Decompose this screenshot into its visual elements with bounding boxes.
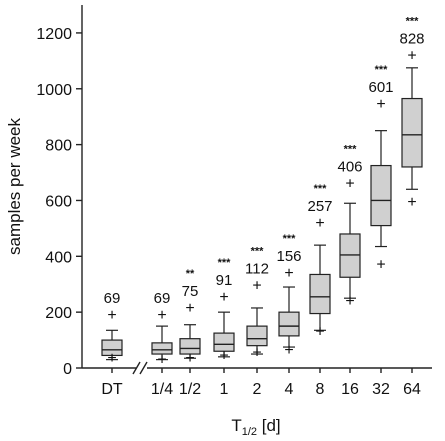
outlier-marker-low: + [345, 293, 354, 310]
outlier-marker-low: + [252, 345, 261, 362]
box-1/4: 1/4 +69 [151, 290, 173, 398]
y-tick-label: 0 [63, 361, 72, 378]
y-tick-label: 800 [45, 138, 72, 155]
outlier-marker-high: + [185, 300, 194, 317]
box-1: 1 +91 *** [213, 257, 235, 398]
axis-break-marker [132, 361, 148, 375]
mean-value-label: 828 [399, 30, 424, 47]
iqr-box [179, 338, 201, 355]
x-tick-label: 8 [316, 381, 325, 398]
outlier-marker-high: + [315, 215, 324, 232]
outlier-marker-high: + [376, 96, 385, 113]
mean-value-label: 406 [337, 159, 362, 176]
box-4: 4 +156 *** [276, 233, 301, 398]
outlier-marker-low: + [219, 347, 228, 364]
box-64: 64 +828 *** [399, 15, 424, 398]
y-axis-title: samples per week [5, 118, 24, 256]
box-8: 8 +257 *** [307, 183, 332, 398]
outlier-marker-low: + [157, 352, 166, 369]
significance-marker: *** [314, 183, 328, 195]
iqr-box [213, 332, 235, 352]
y-axis-ticks: 0 200 400 600 800 1000 1200 [36, 26, 82, 378]
outlier-marker-high: + [107, 307, 116, 324]
axis-break-slash [139, 361, 148, 375]
box-1/2: 1/2 +75 ** [179, 268, 201, 398]
mean-value-label: 75 [182, 283, 199, 300]
outlier-marker-high: + [157, 307, 166, 324]
mean-value-label: 257 [307, 198, 332, 215]
significance-marker: ** [186, 268, 195, 280]
x-tick-label: 1 [220, 381, 229, 398]
x-tick-label: 2 [253, 381, 262, 398]
x-axis-title-subscript: 1/2 [242, 426, 257, 438]
mean-value-label: 601 [368, 79, 393, 96]
outlier-marker-low: + [284, 342, 293, 359]
iqr-box [370, 164, 392, 227]
x-tick-label: 1/4 [151, 381, 173, 398]
mean-value-label: 91 [216, 272, 233, 289]
plot-area: DT +69 1/4 +69 1/2 +75 ** 1 +91 *** 2 +112 *** 4 +156 *… [101, 15, 424, 398]
mean-value-label: 69 [104, 290, 121, 307]
iqr-box [278, 311, 300, 337]
box-2: 2 +112 *** [245, 246, 269, 398]
x-axis-title: T1/2 [d] [231, 416, 280, 438]
axis-break-slash [132, 361, 141, 375]
box-DT: DT +69 [101, 290, 123, 398]
box-32: 32 +601 *** [368, 64, 393, 398]
significance-marker: *** [375, 64, 389, 76]
x-axis-title-unit: [d] [262, 416, 281, 435]
y-tick-label: 600 [45, 193, 72, 210]
significance-marker: *** [251, 246, 265, 258]
mean-value-label: 112 [245, 261, 269, 278]
outlier-marker-low: + [185, 350, 194, 367]
outlier-marker-high: + [345, 176, 354, 193]
x-tick-label: 16 [341, 381, 359, 398]
outlier-marker-high: + [284, 265, 293, 282]
y-tick-label: 400 [45, 249, 72, 266]
mean-value-label: 156 [276, 248, 301, 265]
x-tick-label: 32 [372, 381, 390, 398]
significance-marker: *** [283, 233, 297, 245]
outlier-marker-high: + [252, 278, 261, 295]
significance-marker: *** [218, 257, 232, 269]
outlier-marker-low: + [407, 194, 416, 211]
x-axis-title-main: T [231, 416, 241, 435]
iqr-box [401, 97, 423, 168]
x-tick-label: 64 [403, 381, 421, 398]
outlier-marker-low: + [315, 324, 324, 341]
outlier-marker-high: + [219, 289, 228, 306]
iqr-box [101, 339, 123, 357]
significance-marker: *** [344, 144, 358, 156]
mean-value-label: 69 [154, 290, 171, 307]
outlier-marker-high: + [407, 47, 416, 64]
y-tick-label: 1000 [36, 82, 72, 99]
y-tick-label: 1200 [36, 26, 72, 43]
x-tick-label: 4 [285, 381, 294, 398]
outlier-marker-low: + [376, 257, 385, 274]
significance-marker: *** [406, 15, 420, 27]
x-tick-label: DT [101, 381, 123, 398]
y-tick-label: 200 [45, 305, 72, 322]
box-16: 16 +406 *** [337, 144, 362, 398]
iqr-box [309, 273, 331, 315]
iqr-box [151, 342, 173, 355]
iqr-box [246, 325, 268, 347]
x-tick-label: 1/2 [179, 381, 201, 398]
outlier-marker-low: + [107, 350, 116, 367]
